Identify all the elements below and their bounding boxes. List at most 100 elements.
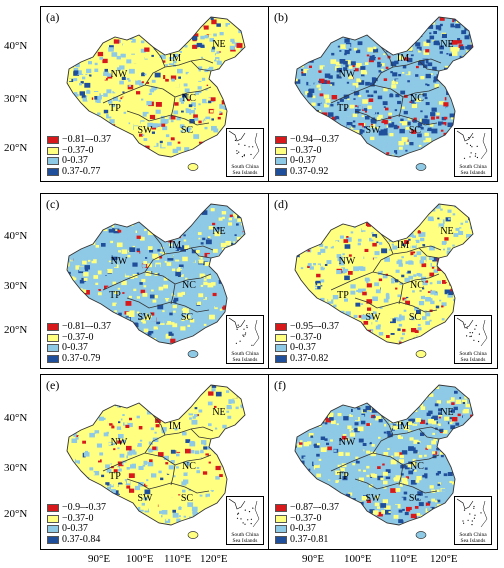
region-boundary [174, 454, 212, 466]
south-china-sea-inset: South China Sea Islands [454, 315, 492, 364]
panel-label: (e) [46, 378, 60, 392]
region-boundary [152, 414, 166, 436]
inset-islands [228, 317, 260, 347]
south-china-sea-inset: South China Sea Islands [226, 315, 264, 364]
lon-label-100-right: 100°E [344, 553, 372, 565]
region-boundary [354, 297, 386, 309]
legend-swatch [47, 525, 59, 534]
region-boundary [398, 96, 404, 118]
panel-label: (a) [46, 10, 60, 24]
region-label-nw: NW [111, 256, 128, 267]
region-label-tp: TP [337, 103, 349, 114]
legend-swatch [275, 323, 287, 332]
region-label-nc: NC [182, 461, 196, 472]
legend-item: −0.37-0 [47, 512, 106, 525]
region-label-ne: NE [212, 226, 225, 237]
region-boundary [144, 426, 214, 454]
region-label-tp: TP [337, 471, 349, 482]
region-label-nw: NW [111, 437, 128, 448]
region-boundary [144, 245, 214, 273]
region-label-sw: SW [366, 125, 382, 136]
region-label-sc: SC [409, 125, 422, 136]
region-label-tp: TP [109, 290, 121, 301]
legend-swatch [47, 514, 59, 523]
legend-label: −0.81–-0.37 [62, 321, 111, 332]
legend-label: 0-0.37 [290, 523, 316, 534]
region-boundary [174, 86, 212, 98]
region-boundary [170, 464, 176, 486]
region-label-im: IM [397, 53, 409, 64]
legend-label: −0.94–-0.37 [290, 134, 339, 145]
region-boundary [170, 96, 176, 118]
map-panel-c: NW IM NE TP NC SW SC (c) −0.81–-0.37 −0.37-0 0-0.3… [40, 193, 270, 369]
legend-item: −0.81–-0.37 [47, 134, 111, 146]
china-map: NW IM NE TP NC SW SC [66, 16, 246, 171]
region-boundary [418, 428, 440, 440]
region-label-ne: NE [212, 39, 225, 50]
country-outline [66, 384, 246, 526]
region-boundary [152, 46, 166, 68]
legend-item: 0-0.37 [47, 523, 106, 535]
region-boundary [372, 58, 442, 86]
legend-label: −0.95–-0.37 [290, 321, 339, 332]
legend-item: −0.87–-0.37 [275, 502, 339, 514]
region-label-nc: NC [182, 280, 196, 291]
country-outline [294, 16, 474, 158]
legend-item: 0.37-0.84 [47, 534, 106, 546]
region-boundary [170, 283, 176, 305]
legend-swatch [275, 344, 287, 353]
lon-label-90-left: 90°E [88, 553, 111, 565]
region-label-nc: NC [182, 93, 196, 104]
region-boundary [372, 426, 442, 454]
legend-label: 0.37-0.77 [62, 165, 101, 177]
legend-swatch [47, 333, 59, 342]
inset-islands [456, 317, 488, 347]
legend-swatch [275, 514, 287, 523]
region-boundary [402, 454, 440, 466]
panel-label: (c) [46, 197, 60, 211]
lat-label-30-row2: 30°N [4, 280, 28, 292]
legend-item: 0.37-0.82 [275, 352, 339, 365]
hainan-island [187, 531, 199, 539]
legend-item: 0-0.37 [47, 342, 111, 354]
legend-swatch [275, 525, 287, 534]
region-boundary [354, 110, 386, 122]
legend-label: −0.37-0 [62, 512, 94, 524]
legend-swatch [275, 354, 287, 363]
legend-swatch [47, 323, 59, 332]
region-label-nw: NW [111, 69, 128, 80]
region-label-tp: TP [109, 103, 121, 114]
legend-label: 0.37-0.82 [290, 352, 329, 364]
legend-item: −0.81–-0.37 [47, 321, 111, 333]
legend-swatch [47, 504, 59, 513]
region-boundary [190, 60, 212, 72]
south-china-sea-inset: South China Sea Islands [226, 496, 264, 545]
region-label-nw: NW [339, 69, 356, 80]
map-panel-d: NW IM NE TP NC SW SC (d) −0.95–-0.37 −0.37-0 0-0.3… [268, 193, 498, 369]
legend-swatch [275, 504, 287, 513]
lat-label-30-row3: 30°N [4, 462, 28, 474]
legend-label: 0-0.37 [290, 342, 316, 353]
legend-item: −0.37-0 [275, 513, 339, 525]
hainan-island [415, 350, 427, 358]
lat-label-40-row3: 40°N [4, 412, 28, 424]
region-boundary [156, 114, 210, 126]
legend-label: 0-0.37 [62, 523, 88, 534]
legend-swatch [47, 167, 59, 176]
south-china-sea-inset: South China Sea Islands [226, 128, 264, 177]
region-label-sw: SW [138, 125, 154, 136]
region-label-ne: NE [440, 39, 453, 50]
china-map: NW IM NE TP NC SW SC [66, 203, 246, 358]
legend: −0.94–-0.37 −0.37-0 0-0.37 0.37-0.92 [275, 134, 339, 177]
legend-item: 0.37-0.77 [47, 165, 111, 178]
legend-swatch [47, 157, 59, 166]
map-panel-a: NW IM NE TP NC SW SC (a) −0.81–-0.37 −0.37-0 0-0.3… [40, 6, 270, 182]
region-label-nc: NC [410, 461, 424, 472]
panel-label: (f) [274, 378, 286, 392]
inset-label: South China Sea Islands [459, 164, 487, 176]
legend-item: 0-0.37 [275, 523, 339, 535]
region-label-im: IM [169, 53, 181, 64]
inset-label: South China Sea Islands [231, 532, 259, 544]
region-boundary [372, 245, 442, 273]
lon-label-110-right: 110°E [390, 553, 418, 565]
